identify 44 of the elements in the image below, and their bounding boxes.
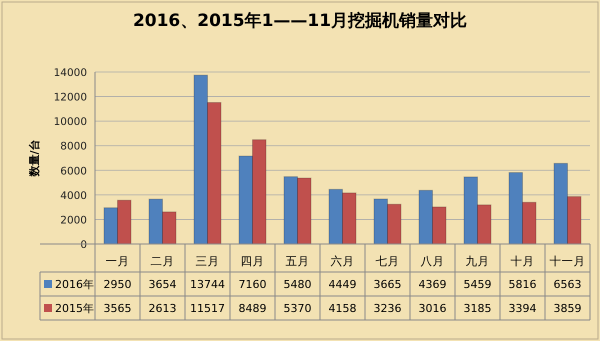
legend-label: 2016年	[55, 278, 94, 291]
x-tick-label: 九月	[466, 254, 490, 268]
y-tick-label: 4000	[60, 190, 87, 202]
data-label: 3394	[508, 302, 536, 315]
y-tick-label: 10000	[54, 116, 87, 128]
y-tick-label: 12000	[54, 92, 87, 104]
data-label: 4158	[328, 302, 356, 315]
data-label: 5370	[284, 302, 312, 315]
data-label: 5480	[284, 278, 312, 291]
x-tick-label: 六月	[330, 254, 354, 268]
data-label: 3016	[418, 302, 446, 315]
x-tick-label: 十月	[510, 254, 534, 268]
data-label: 4449	[328, 278, 356, 291]
legend-label: 2015年	[55, 302, 94, 315]
x-tick-label: 七月	[376, 254, 400, 268]
x-tick-label: 四月	[240, 254, 264, 268]
y-tick-label: 2000	[60, 214, 87, 226]
x-tick-label: 三月	[196, 254, 220, 268]
data-label: 11517	[190, 302, 225, 315]
x-tick-label: 十一月	[550, 254, 586, 268]
y-tick-label: 14000	[54, 67, 87, 79]
data-label: 3654	[148, 278, 176, 291]
chart-title: 2016、2015年1——11月挖掘机销量对比	[132, 11, 468, 31]
y-tick-label: 6000	[60, 165, 87, 178]
x-tick-label: 五月	[286, 254, 310, 268]
data-label: 3565	[104, 302, 132, 315]
data-label: 7160	[238, 278, 266, 291]
y-tick-label: 8000	[60, 140, 87, 153]
data-label: 4369	[418, 278, 446, 291]
data-label: 2950	[104, 278, 132, 291]
data-label: 6563	[554, 278, 582, 291]
data-label: 13744	[190, 278, 225, 291]
data-label: 3185	[464, 302, 492, 315]
x-tick-label: 八月	[420, 254, 444, 268]
data-label: 3665	[374, 278, 402, 291]
data-label: 3236	[374, 302, 402, 315]
data-label: 3859	[554, 302, 582, 315]
data-label: 5816	[508, 278, 536, 291]
x-tick-label: 一月	[106, 254, 130, 268]
data-label: 5459	[464, 278, 492, 291]
y-axis-title: 数量/台	[28, 139, 41, 178]
x-tick-label: 二月	[150, 254, 174, 268]
data-label: 2613	[148, 302, 176, 315]
data-label: 8489	[238, 302, 266, 315]
